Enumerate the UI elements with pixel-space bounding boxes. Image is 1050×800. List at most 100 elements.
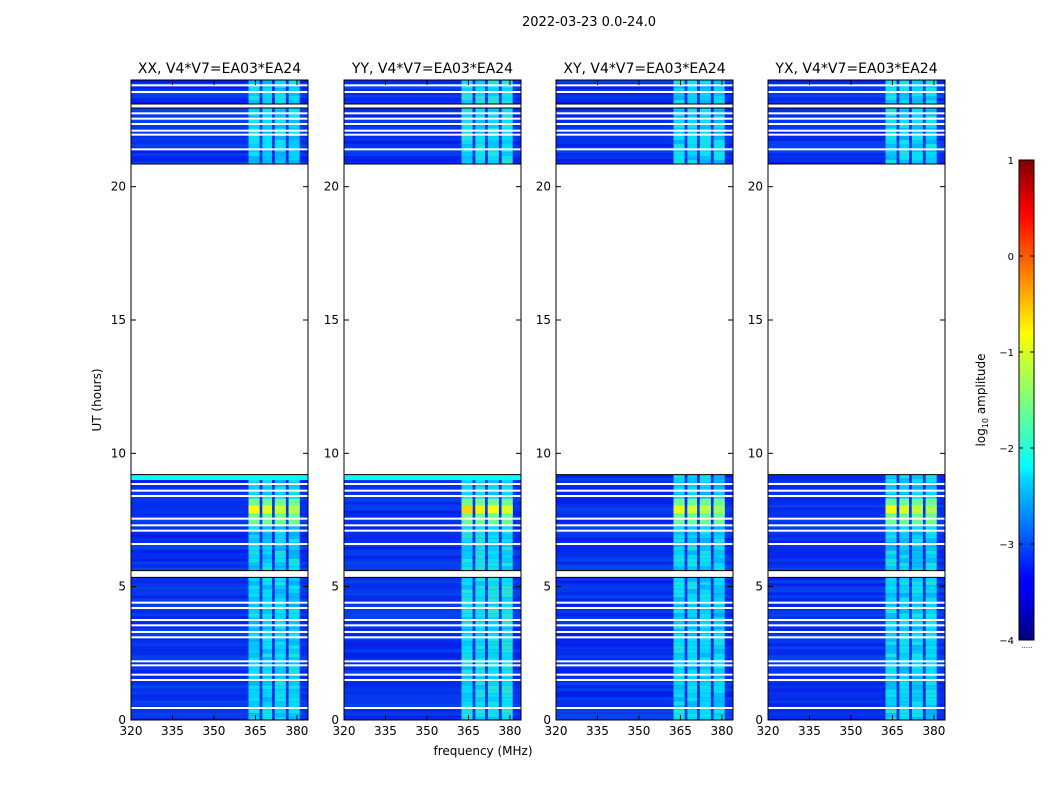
rfi-cell [699,681,711,686]
rfi-cell [475,152,486,156]
rfi-cell [673,641,685,646]
rfi-cell [911,490,923,495]
rfi-cell [699,566,711,571]
noise-row [556,150,733,153]
rfi-cell [687,681,698,686]
rfi-cell [699,156,711,160]
rfi-cell [899,558,910,563]
rfi-cell [461,581,473,586]
flagged-row [768,679,945,681]
noise-row [768,558,945,562]
flagged-row [556,133,733,136]
noise-row [556,676,733,680]
rfi-cell [699,550,711,555]
rfi-cell [687,661,698,666]
rfi-cell [461,665,473,670]
rfi-cell [461,713,473,718]
rfi-cell [673,554,685,559]
rfi-cell [911,124,923,128]
noise-row [131,700,308,704]
rfi-cell [687,156,698,160]
rfi-cell [911,589,923,594]
rfi-cell [687,621,698,626]
rfi-cell [475,625,486,630]
rfi-cell [475,581,486,586]
rfi-cell [501,140,513,144]
noise-row [344,555,521,559]
rfi-cell [911,593,923,598]
strong-rfi-peak [713,505,725,514]
rfi-cell [687,593,698,598]
noise-row [131,670,308,674]
rfi-cell [713,92,725,96]
rfi-cell [699,641,711,646]
rfi-cell [248,534,260,539]
rfi-cell [487,144,499,148]
rfi-cell [911,144,923,148]
rfi-cell [899,108,910,112]
rfi-cell [248,566,260,571]
rfi-cell [487,633,499,638]
rfi-cell [899,538,910,543]
x-tick-label: 380 [922,724,945,738]
rfi-cell [699,478,711,483]
rfi-cell [713,100,725,104]
strong-rfi-peak [899,505,910,514]
noise-row [556,156,733,159]
heatmap-yy [344,80,521,720]
rfi-cell [885,689,897,694]
rfi-cell [899,577,910,582]
rfi-cell [475,160,486,164]
strong-rfi-peak [687,505,698,514]
rfi-cell [713,152,725,156]
rfi-cell [673,538,685,543]
rfi-cell [274,160,286,164]
rfi-cell [925,685,937,690]
noise-row [131,86,308,89]
noise-row [768,564,945,568]
rfi-cell [673,96,685,100]
flagged-row [131,84,308,87]
rfi-cell [501,641,513,646]
rfi-cell [262,689,273,694]
rfi-cell [262,530,273,535]
flagged-row [556,543,733,545]
noise-row [768,589,945,593]
noise-row [556,144,733,147]
rfi-cell [288,685,300,690]
rfi-cell [487,693,499,698]
rfi-cell [262,96,273,100]
rfi-cell [475,120,486,124]
rfi-cell [274,92,286,96]
noise-row [768,543,945,547]
noise-row [768,634,945,638]
rfi-cell [899,649,910,654]
noise-row [344,495,521,499]
rfi-cell [911,550,923,555]
rfi-cell [475,136,486,140]
rfi-cell [699,593,711,598]
noise-row [556,561,733,565]
rfi-cell [461,593,473,598]
rfi-cell [699,546,711,551]
rfi-cell [911,80,923,84]
rfi-cell [713,717,725,720]
rfi-cell [899,689,910,694]
rfi-cell [262,566,273,571]
rfi-cell [262,546,273,551]
rfi-cell [288,717,300,720]
rfi-cell [713,697,725,702]
rfi-cell [673,562,685,567]
noise-row [556,141,733,144]
noise-row [344,86,521,89]
noise-row [344,643,521,647]
rfi-cell [925,633,937,638]
rfi-cell [501,589,513,594]
noise-row [131,628,308,632]
rfi-cell [885,681,897,686]
flagged-gap [556,164,733,475]
noise-row [131,589,308,593]
rfi-cell [713,625,725,630]
noise-row [768,156,945,159]
colorbar-label-main: log [974,428,988,446]
